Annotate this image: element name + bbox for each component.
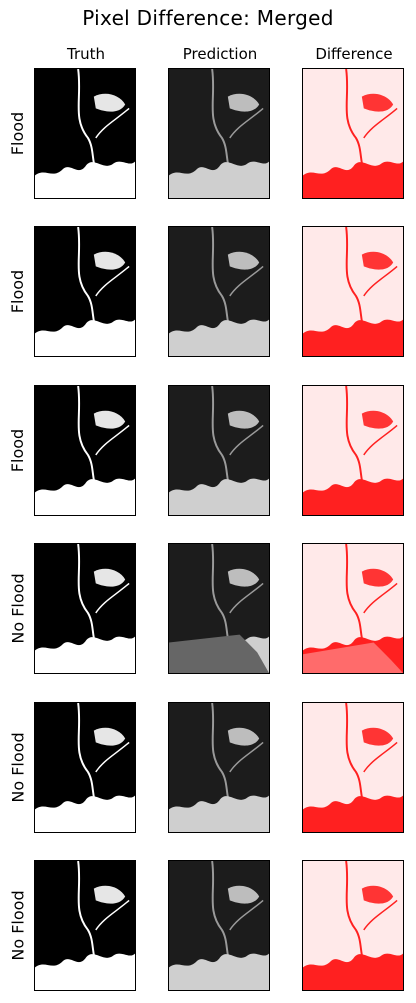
column-header-truth: Truth [66,45,106,63]
truth-image-panel [34,702,136,833]
truth-image-panel [34,385,136,516]
truth-image-panel [34,68,136,199]
difference-image-panel [302,860,404,991]
row-label-text: No Flood [8,890,28,961]
row-label: Flood [3,385,33,516]
row-label: No Flood [3,543,33,674]
prediction-image-panel [168,543,270,674]
difference-image-panel [302,226,404,357]
figure-title: Pixel Difference: Merged [82,6,334,30]
difference-image-panel [302,702,404,833]
row-label: No Flood [3,860,33,991]
row-label: No Flood [3,702,33,833]
row-label-text: No Flood [8,732,28,803]
prediction-image-panel [168,702,270,833]
prediction-image-panel [168,68,270,199]
truth-image-panel [34,543,136,674]
row-label-text: Flood [8,111,28,156]
row-label: Flood [3,226,33,357]
row-label-text: No Flood [8,573,28,644]
difference-image-panel [302,68,404,199]
truth-image-panel [34,860,136,991]
prediction-image-panel [168,226,270,357]
difference-image-panel [302,543,404,674]
difference-image-panel [302,385,404,516]
prediction-image-panel [168,860,270,991]
row-label-text: Flood [8,269,28,314]
truth-image-panel [34,226,136,357]
row-label-text: Flood [8,428,28,473]
prediction-image-panel [168,385,270,516]
column-header-difference: Difference [315,45,393,63]
row-label: Flood [3,68,33,199]
column-header-prediction: Prediction [182,45,258,63]
